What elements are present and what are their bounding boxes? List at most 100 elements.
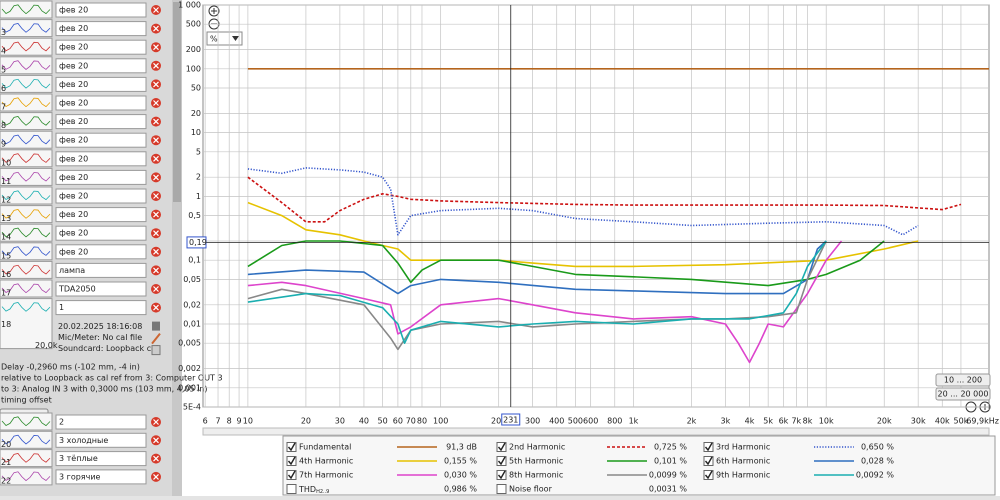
measurement-name-box[interactable] <box>55 244 147 260</box>
legend-readout: 91,3 dB <box>446 443 477 452</box>
measurement-thumb[interactable] <box>0 242 53 261</box>
measurement-index: 8 <box>1 121 6 130</box>
legend-checkbox[interactable] <box>286 484 297 494</box>
measurement-index: 7 <box>1 103 6 112</box>
thumb-trace <box>1 416 51 427</box>
measurement-thumb[interactable] <box>0 167 53 186</box>
legend-check <box>287 442 296 452</box>
measurement-thumb[interactable] <box>0 412 53 431</box>
measurement-name-box[interactable] <box>55 451 147 467</box>
measurement-name-box[interactable] <box>55 225 147 241</box>
measurement-thumb[interactable] <box>0 430 53 449</box>
measurement-date: 20.02.2025 18:16:08 <box>58 322 142 331</box>
x-tick-label: 10k <box>819 417 834 426</box>
measurement-name-box[interactable] <box>55 2 147 18</box>
legend-checkbox[interactable] <box>496 470 507 480</box>
measurement-name-box[interactable] <box>55 76 147 92</box>
measurement-thumb[interactable] <box>0 186 53 205</box>
measurement-name-box[interactable] <box>55 188 147 204</box>
measurement-name-box[interactable] <box>55 169 147 185</box>
thumb-trace <box>1 41 51 52</box>
x-tick-label: 40k <box>935 417 950 426</box>
measurement-name-box[interactable] <box>55 262 147 278</box>
measurement-thumb[interactable] <box>0 260 53 279</box>
edit-icon[interactable] <box>151 332 161 345</box>
measurement-name-box[interactable] <box>55 207 147 223</box>
y-tick-label: 0,002 <box>178 364 201 373</box>
measurement-name-box[interactable] <box>55 21 147 37</box>
measurement-thumb[interactable] <box>0 37 53 56</box>
measurement-name: фев 20 <box>59 154 88 163</box>
h-scrollbar[interactable] <box>202 427 990 436</box>
measurement-name-box[interactable] <box>55 414 147 430</box>
legend-checkbox[interactable] <box>286 442 297 452</box>
legend-checkbox[interactable] <box>286 470 297 480</box>
measurement-name-box[interactable] <box>55 432 147 448</box>
measurement-thumb[interactable] <box>0 112 53 131</box>
measurement-thumb[interactable] <box>0 130 53 149</box>
measurement-thumb[interactable] <box>0 449 53 468</box>
measurement-name-box[interactable] <box>55 469 147 485</box>
measurement-thumb[interactable] <box>0 205 53 224</box>
measurement-index: 20 <box>1 440 11 449</box>
zoom-in[interactable] <box>208 5 220 17</box>
unit-dropdown[interactable] <box>206 31 243 46</box>
x-tick-label: 8k <box>803 417 813 426</box>
y-tick-label: 50 <box>191 84 201 93</box>
legend-checkbox[interactable] <box>703 456 714 466</box>
measurement-name-box[interactable] <box>55 300 147 316</box>
legend-name: 4th Harmonic <box>299 457 353 466</box>
legend-name: 8th Harmonic <box>509 471 563 480</box>
measurement-name-box[interactable] <box>55 58 147 74</box>
measurement-thumb[interactable] <box>0 74 53 93</box>
x-tick-label: 7 <box>215 417 220 426</box>
measurement-thumb[interactable] <box>0 56 53 75</box>
measurement-thumb[interactable] <box>0 19 53 38</box>
delete-icon <box>153 304 159 311</box>
legend-readout: 0,725 % <box>654 443 687 452</box>
measurement-name-box[interactable] <box>55 132 147 148</box>
measurement-index: 13 <box>1 214 11 223</box>
x-tick-label: 500 <box>568 417 583 426</box>
measurement-thumb[interactable] <box>0 279 53 298</box>
panel-scrollbar[interactable] <box>172 0 182 496</box>
y-tick-label: 0,02 <box>183 300 201 309</box>
scroll-thumb[interactable] <box>173 2 181 202</box>
y-tick-label: 0,1 <box>188 256 201 265</box>
measurement-thumb[interactable] <box>0 93 53 112</box>
delete-icon <box>153 62 159 69</box>
timing-note: Delay -0,2960 ms (-102 mm, -4 in) <box>1 363 140 372</box>
measurement-name-box[interactable] <box>55 281 147 297</box>
x-tick-label: 4k <box>745 417 755 426</box>
legend-checkbox[interactable] <box>703 442 714 452</box>
legend-checkbox[interactable] <box>703 470 714 480</box>
legend-check <box>287 470 296 480</box>
legend-readout: 0,986 % <box>444 485 477 494</box>
measurement-thumb[interactable] <box>0 467 53 486</box>
x-tick-label: 7k <box>791 417 801 426</box>
measurement-name-box[interactable] <box>55 39 147 55</box>
info-icon[interactable] <box>152 321 160 331</box>
measurement-name: 2 <box>59 418 64 427</box>
delete-icon <box>153 437 159 444</box>
delete-icon <box>153 248 159 255</box>
range-button[interactable] <box>935 373 991 387</box>
notes-icon[interactable] <box>151 345 161 356</box>
measurement-name-box[interactable] <box>55 151 147 167</box>
measurement-index: 16 <box>1 270 11 279</box>
measurement-thumb[interactable] <box>0 298 53 350</box>
legend-checkbox[interactable] <box>286 456 297 466</box>
measurement-thumb[interactable] <box>0 149 53 168</box>
y-tick-label: 5E-4 <box>183 403 201 412</box>
thumb-trace <box>1 134 51 145</box>
measurement-name-box[interactable] <box>55 95 147 111</box>
legend-checkbox[interactable] <box>496 442 507 452</box>
legend-checkbox[interactable] <box>496 484 507 494</box>
measurement-name-box[interactable] <box>55 114 147 130</box>
measurement-thumb[interactable] <box>0 0 53 19</box>
range-button[interactable] <box>935 387 991 401</box>
measurement-thumb[interactable] <box>0 223 53 242</box>
x-tick-label: 20k <box>877 417 892 426</box>
legend-checkbox[interactable] <box>496 456 507 466</box>
x-tick-label: 20 <box>301 417 311 426</box>
